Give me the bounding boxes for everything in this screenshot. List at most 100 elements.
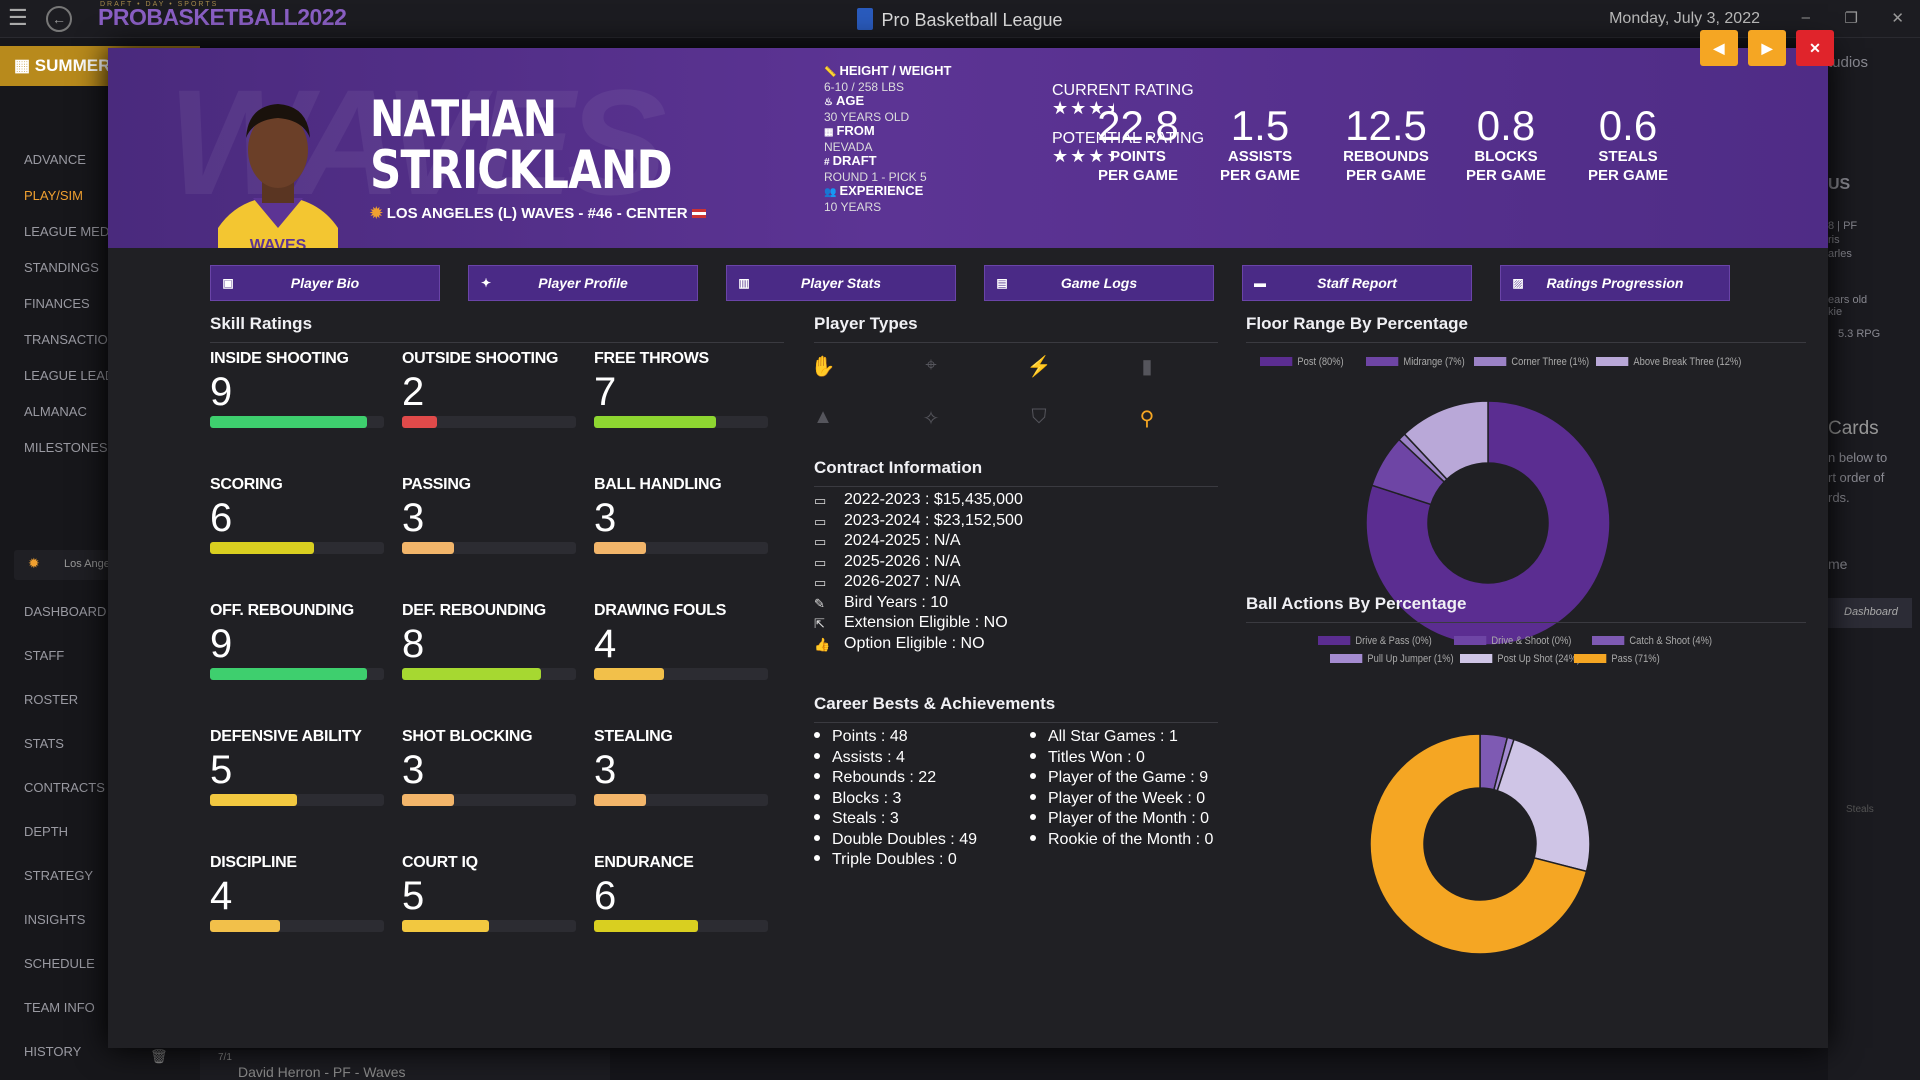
lightning-icon[interactable]: ⚡ [1026, 356, 1052, 378]
divider [210, 342, 784, 343]
close-window-icon[interactable]: ✕ [1891, 10, 1904, 27]
donut-slice [1365, 400, 1611, 646]
sidebar-item[interactable]: LEAGUE LEAD [24, 368, 115, 383]
contract-value: $15,435,000 [933, 491, 1023, 508]
contract-value: 10 [930, 593, 949, 611]
tab-ratings-progression[interactable]: ▨ Ratings Progression [1500, 265, 1730, 301]
stat-value: 12.5 [1345, 102, 1427, 149]
contract-value: N/A [933, 552, 961, 570]
tab-player-stats[interactable]: ▥ Player Stats [726, 265, 956, 301]
team-nav-item[interactable]: DASHBOARD [24, 604, 107, 619]
legend-item: Pass (71%) [1574, 653, 1660, 665]
next-player-button[interactable]: ▶ [1748, 30, 1786, 66]
legend-item: Corner Three (1%) [1474, 356, 1589, 368]
team-nav-item[interactable]: INSIGHTS [24, 912, 86, 927]
dashboard-button[interactable]: Dashboard [1828, 598, 1912, 628]
team-nav-item[interactable]: STATS [24, 736, 64, 751]
right-background-panel: tudios US 8 | PF ris arles ears old kie … [1828, 38, 1920, 1080]
legend-item: Above Break Three (12%) [1596, 356, 1741, 368]
sidebar-item[interactable]: PLAY/SIM [24, 188, 84, 203]
legend-swatch [1454, 636, 1487, 645]
bio-item: 📏 HEIGHT / WEIGHT 6-10 / 258 LBS [824, 64, 951, 95]
team-nav-item[interactable]: SCHEDULE [24, 956, 95, 971]
broom-icon[interactable]: ⚲ [1139, 408, 1155, 430]
magic-wand-icon[interactable]: ✧ [922, 408, 940, 430]
stat-block: 0.6 STEALS PER GAME [1573, 105, 1683, 185]
contract-label: 2024-2025 [844, 532, 921, 549]
sidebar-item[interactable]: LEAGUE MED [24, 224, 110, 239]
tab-player-profile[interactable]: ✦ Player Profile [468, 265, 698, 301]
minimize-icon[interactable]: – [1801, 9, 1810, 26]
news-date: 7/1 [218, 1052, 232, 1063]
restore-icon[interactable]: ❐ [1844, 10, 1858, 27]
stat-label: PER GAME [1345, 167, 1426, 184]
wizard-hat-icon[interactable]: ▲ [813, 406, 833, 428]
team-nav-item[interactable]: STRATEGY [24, 868, 94, 883]
basketball-hand-icon[interactable]: ✋ [810, 356, 836, 378]
team-nav-item[interactable]: CONTRACTS [24, 780, 105, 795]
back-arrow-icon[interactable]: ← [46, 6, 72, 32]
legend-item: Post (80%) [1260, 356, 1344, 368]
team-nav-item[interactable]: STAFF [24, 648, 65, 663]
contract-label: 2025-2026 [844, 552, 921, 570]
trash-icon[interactable]: 🗑 [150, 1048, 168, 1064]
skill-name: OUTSIDE SHOOTING [402, 350, 559, 367]
cake-icon: ♨ [824, 97, 833, 108]
previous-player-button[interactable]: ◀ [1700, 30, 1738, 66]
sidebar-item[interactable]: ALMANAC [24, 404, 87, 419]
tab-game-logs[interactable]: ▤ Game Logs [984, 265, 1214, 301]
bio-label: ▦ FROM [824, 123, 875, 139]
skill-value: 9 [210, 622, 233, 666]
legend-swatch [1260, 357, 1293, 366]
skill-rating: DISCIPLINE 4 [210, 854, 384, 932]
skill-bar [402, 416, 576, 428]
legend-swatch [1596, 357, 1629, 366]
bio-item: 👥 EXPERIENCE 10 YEARS [824, 184, 923, 215]
tab-player-bio[interactable]: ▣ Player Bio [210, 265, 440, 301]
contract-value: N/A [933, 532, 961, 549]
me-text: me [1828, 556, 1848, 572]
donut-slice [1369, 733, 1588, 955]
skill-bar [210, 416, 384, 428]
bullet [814, 773, 820, 779]
sidebar-item[interactable]: STANDINGS [24, 260, 99, 275]
sidebar-item[interactable]: ADVANCE [24, 152, 86, 167]
skill-bar-fill [594, 542, 647, 554]
cards-desc: rds. [1828, 490, 1850, 505]
team-logo-icon: ✹ [28, 555, 40, 571]
sidebar-item[interactable]: TRANSACTIO [24, 332, 108, 347]
team-nav-item[interactable]: DEPTH [24, 824, 69, 839]
svg-text:WAVES: WAVES [250, 237, 307, 248]
team-nav-item[interactable]: ROSTER [24, 692, 79, 707]
card-text: kie [1828, 306, 1843, 318]
skill-name: OFF. REBOUNDING [210, 602, 354, 619]
skill-bar [402, 920, 576, 932]
sidebar-item[interactable]: MILESTONES [24, 440, 108, 455]
donut-slice [1496, 738, 1591, 873]
bullet [1030, 752, 1036, 759]
hamburger-menu-icon[interactable]: ☰ [8, 5, 28, 30]
window-title: Pro Basketball League [0, 8, 1920, 31]
skill-rating: DEFENSIVE ABILITY 5 [210, 728, 384, 806]
skill-bar [210, 920, 384, 932]
skill-value: 4 [594, 622, 617, 666]
skill-value: 4 [210, 874, 233, 918]
team-nav-item[interactable]: TEAM INFO [24, 1000, 95, 1015]
close-modal-button[interactable]: ✕ [1796, 30, 1834, 66]
skill-value: 3 [402, 496, 425, 540]
money-icon: ▭ [814, 493, 827, 508]
paint-roller-icon[interactable]: ▮ [1141, 356, 1153, 378]
floor-range-title: Floor Range By Percentage [1246, 314, 1469, 333]
contract-row: ▭ 2026-2027 : N/A [814, 573, 961, 590]
crosshair-icon[interactable]: ⌖ [925, 354, 937, 376]
skill-value: 7 [594, 370, 617, 414]
studios-text: tudios [1828, 54, 1869, 71]
skill-bar-fill [402, 416, 437, 428]
tab-staff-report[interactable]: ▬ Staff Report [1242, 265, 1472, 301]
divider [814, 342, 1218, 343]
bio-item: ♨ AGE 30 YEARS OLD [824, 94, 909, 125]
team-nav-item[interactable]: HISTORY [24, 1044, 82, 1059]
sidebar-item[interactable]: FINANCES [24, 296, 90, 311]
calendar-icon: ▦ [14, 56, 35, 75]
shield-icon[interactable]: ⛉ [1031, 406, 1047, 428]
